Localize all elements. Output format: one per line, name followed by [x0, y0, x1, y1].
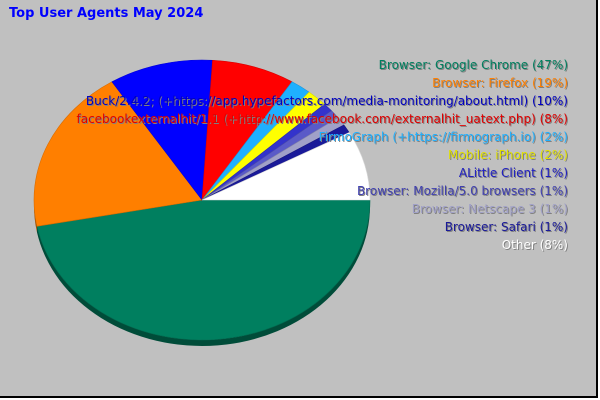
- legend-entry-shadow-5: Mobile: iPhone (2%): [449, 149, 569, 163]
- legend-entry-1: Browser: Firefox (19%): [432, 76, 568, 90]
- legend-entry-shadow-2: Buck/2.4.2; (+https://app.hypefactors.co…: [87, 95, 569, 109]
- legend-entry-shadow-3: facebookexternalhit/1.1 (+http://www.fac…: [77, 113, 569, 127]
- legend-entry-shadow-10: Other (8%): [503, 239, 569, 253]
- legend-entry-5: Mobile: iPhone (2%): [448, 148, 568, 162]
- legend-entry-shadow-1: Browser: Firefox (19%): [433, 77, 569, 91]
- chart-title: Top User Agents May 2024: [9, 6, 204, 21]
- legend-entry-shadow-0: Browser: Google Chrome (47%): [380, 59, 569, 73]
- legend-entry-shadow-7: Browser: Mozilla/5.0 browsers (1%): [358, 185, 569, 199]
- legend-entry-3: facebookexternalhit/1.1 (+http://www.fac…: [76, 112, 568, 126]
- legend-entry-9: Browser: Safari (1%): [445, 220, 568, 234]
- legend-entry-10: Other (8%): [502, 238, 568, 252]
- legend-entry-2: Buck/2.4.2; (+https://app.hypefactors.co…: [86, 94, 568, 108]
- legend-entry-shadow-9: Browser: Safari (1%): [446, 221, 569, 235]
- legend-entry-shadow-4: FirmoGraph (+https://firmograph.io) (2%): [320, 131, 569, 145]
- legend-entry-shadow-6: ALittle Client (1%): [460, 167, 569, 181]
- legend-entry-8: Browser: Netscape 3 (1%): [412, 202, 568, 216]
- legend: Browser: Google Chrome (47%)Browser: Goo…: [76, 58, 569, 253]
- pie-slice-2: [111, 59, 213, 201]
- pie-slice-10: [201, 132, 371, 201]
- pie-slices: [33, 59, 371, 346]
- legend-entry-0: Browser: Google Chrome (47%): [379, 58, 568, 72]
- pie-slice-0: [36, 199, 371, 341]
- legend-entry-4: FirmoGraph (+https://firmograph.io) (2%): [319, 130, 568, 144]
- legend-entry-7: Browser: Mozilla/5.0 browsers (1%): [357, 184, 568, 198]
- legend-entry-shadow-8: Browser: Netscape 3 (1%): [413, 203, 569, 217]
- pie-slice-1: [33, 81, 203, 227]
- legend-entry-6: ALittle Client (1%): [459, 166, 568, 180]
